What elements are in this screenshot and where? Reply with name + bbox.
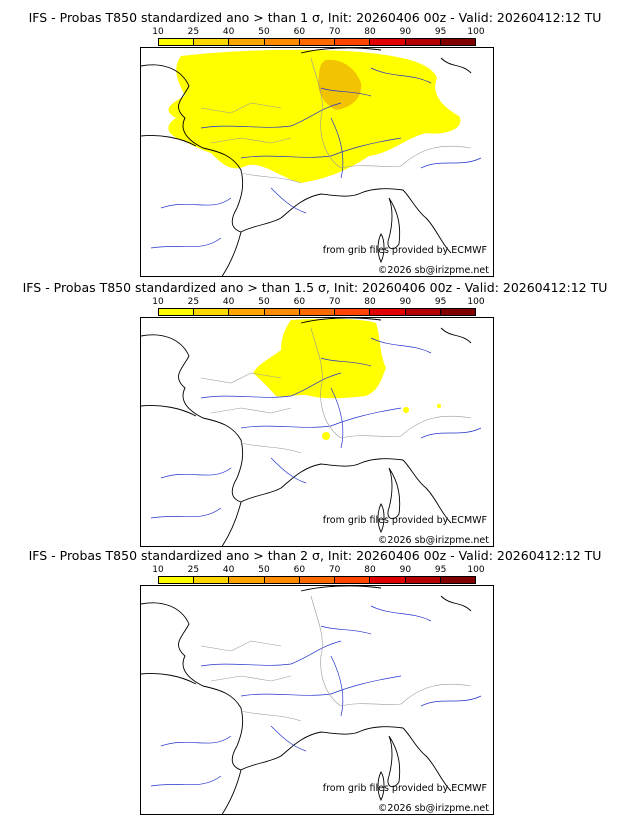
colorbar-tick-label: 80 [364, 297, 376, 307]
colorbar-tick-label: 80 [364, 27, 376, 37]
colorbar-tick-label: 25 [187, 27, 200, 37]
colorbar-tick-label: 50 [258, 297, 270, 307]
colorbar-segment [440, 39, 475, 45]
map-frame: from grib files provided by ECMWF ©2026 … [140, 47, 494, 277]
copyright-credit: ©2026 sb@irizpme.net [377, 265, 489, 276]
colorbar-segment [335, 39, 371, 45]
colorbar [158, 576, 476, 584]
colorbar-labels: 10 25 40 50 60 70 80 90 95 100 [152, 297, 484, 307]
colorbar-tick-label: 40 [222, 27, 235, 37]
probability-field-high [168, 49, 461, 184]
map-frame: from grib files provided by ECMWF ©2026 … [140, 317, 494, 547]
source-credit: from grib files provided by ECMWF [322, 245, 487, 256]
colorbar-tick-label: 90 [399, 565, 412, 575]
colorbar-segment [264, 309, 300, 315]
panel-title: IFS - Probas T850 standardized ano > tha… [28, 548, 602, 563]
colorbar-tick-label: 25 [187, 565, 200, 575]
colorbar-tick-label: 70 [328, 565, 341, 575]
colorbar-tick-label: 10 [152, 565, 164, 575]
colorbar-tick-label: 40 [222, 565, 235, 575]
colorbar-tick-label: 60 [293, 565, 306, 575]
colorbar-tick-label: 50 [258, 27, 270, 37]
map-svg [141, 318, 482, 546]
colorbar-tick-label: 100 [467, 565, 485, 575]
map-panel-2: IFS - Probas T850 standardized ano > tha… [0, 280, 630, 550]
map-panel-1: IFS - Probas T850 standardized ano > tha… [0, 10, 630, 280]
colorbar-tick-label: 60 [293, 27, 306, 37]
colorbar-segment [229, 39, 265, 45]
colorbar-segment [370, 577, 406, 583]
colorbar-labels: 10 25 40 50 60 70 80 90 95 100 [152, 27, 484, 37]
colorbar [158, 308, 476, 316]
colorbar-segment [229, 309, 265, 315]
colorbar-tick-label: 70 [328, 27, 341, 37]
colorbar-segment [159, 309, 195, 315]
colorbar-tick-label: 100 [467, 297, 485, 307]
colorbar-tick-label: 40 [222, 297, 235, 307]
colorbar-segment [440, 309, 475, 315]
borders [200, 327, 472, 454]
source-credit: from grib files provided by ECMWF [322, 783, 487, 794]
source-credit: from grib files provided by ECMWF [322, 515, 487, 526]
colorbar-segment [405, 309, 441, 315]
colorbar-segment [299, 39, 336, 45]
borders [200, 595, 472, 722]
colorbar-segment [264, 39, 300, 45]
colorbar-segment [194, 309, 230, 315]
colorbar-tick-label: 70 [328, 297, 341, 307]
copyright-credit: ©2026 sb@irizpme.net [377, 803, 489, 814]
colorbar-tick-label: 90 [399, 297, 412, 307]
colorbar-segment [440, 577, 475, 583]
map-panel-3: IFS - Probas T850 standardized ano > tha… [0, 548, 630, 818]
colorbar [158, 38, 476, 46]
colorbar-segment [264, 577, 300, 583]
panel-title: IFS - Probas T850 standardized ano > tha… [28, 10, 602, 25]
colorbar-segment [299, 309, 336, 315]
colorbar-segment [335, 309, 371, 315]
coastline [141, 318, 472, 546]
copyright-credit: ©2026 sb@irizpme.net [377, 535, 489, 546]
colorbar-segment [405, 39, 441, 45]
colorbar-segment [194, 577, 230, 583]
colorbar-tick-label: 50 [258, 565, 270, 575]
colorbar-tick-label: 95 [434, 297, 447, 307]
colorbar-segment [370, 309, 406, 315]
panel-title: IFS - Probas T850 standardized ano > tha… [22, 280, 608, 295]
colorbar-tick-label: 100 [467, 27, 485, 37]
rivers [150, 337, 482, 519]
colorbar-segment [335, 577, 371, 583]
colorbar-segment [159, 577, 195, 583]
colorbar-tick-label: 95 [434, 27, 447, 37]
colorbar-tick-label: 95 [434, 565, 447, 575]
colorbar-segment [159, 39, 195, 45]
map-frame: from grib files provided by ECMWF ©2026 … [140, 585, 494, 815]
colorbar-labels: 10 25 40 50 60 70 80 90 95 100 [152, 565, 484, 575]
colorbar-tick-label: 25 [187, 297, 200, 307]
colorbar-tick-label: 60 [293, 297, 306, 307]
colorbar-tick-label: 90 [399, 27, 412, 37]
colorbar-tick-label: 80 [364, 565, 376, 575]
rivers [150, 67, 482, 249]
map-svg [141, 586, 482, 814]
colorbar-segment [299, 577, 336, 583]
probability-field-medium [253, 318, 441, 440]
map-svg [141, 48, 482, 276]
rivers [150, 605, 482, 787]
colorbar-tick-label: 10 [152, 27, 164, 37]
colorbar-segment [370, 39, 406, 45]
colorbar-tick-label: 10 [152, 297, 164, 307]
coastline [141, 586, 472, 814]
coastline [141, 48, 472, 276]
colorbar-segment [229, 577, 265, 583]
borders [200, 57, 472, 184]
colorbar-segment [405, 577, 441, 583]
colorbar-segment [194, 39, 230, 45]
